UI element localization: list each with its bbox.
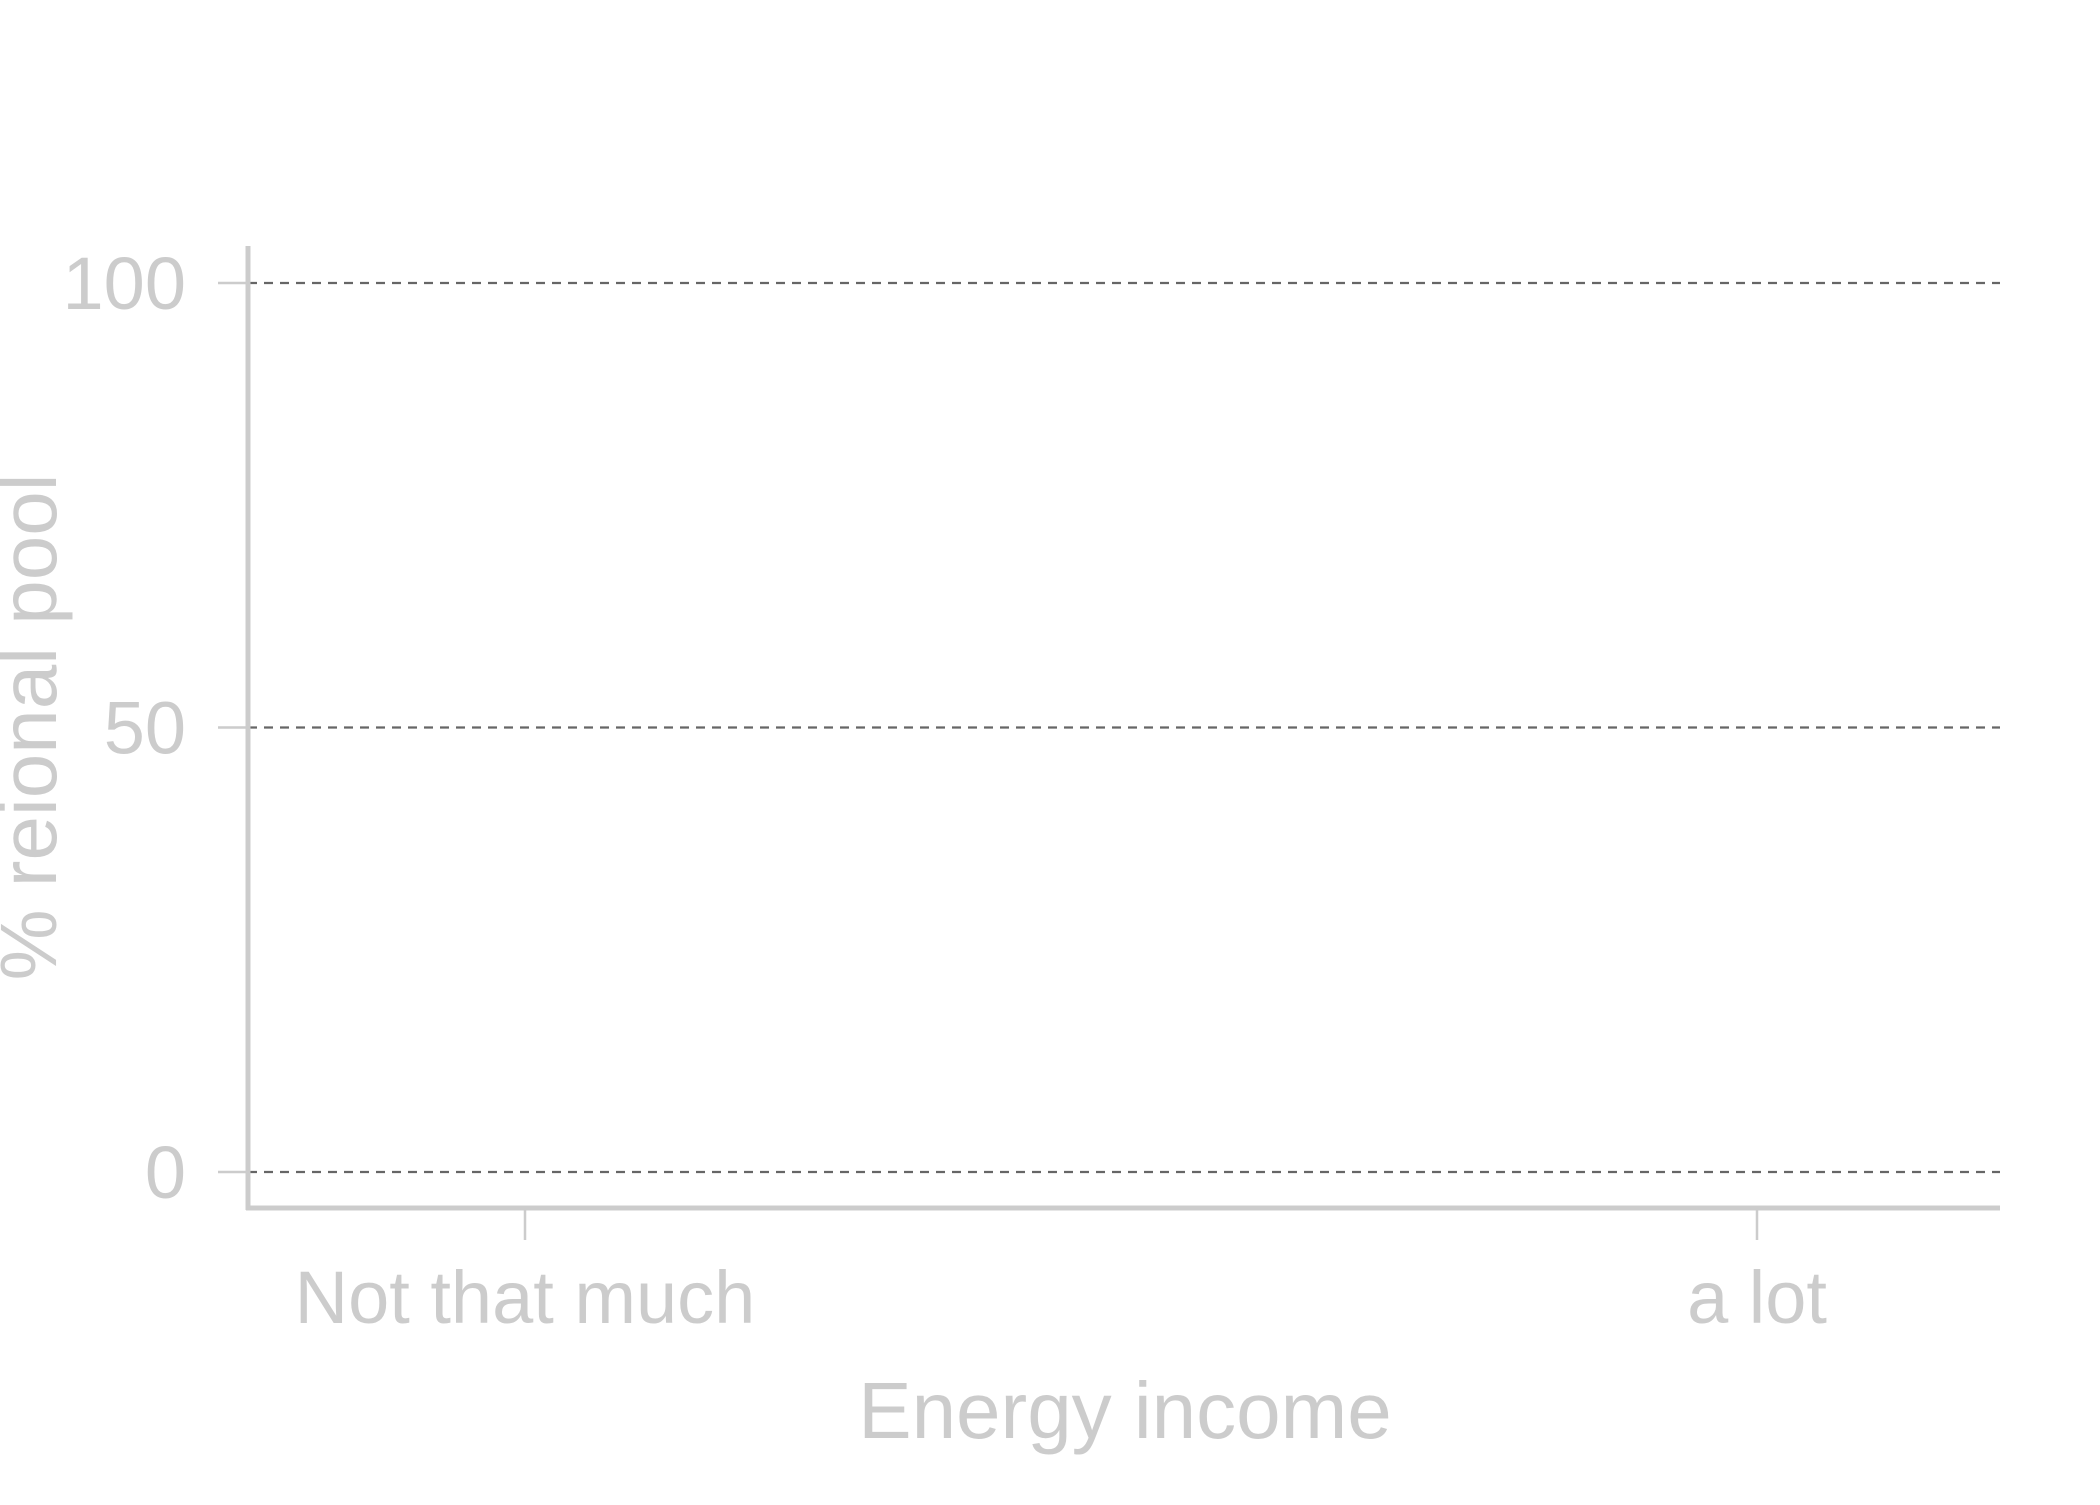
x-axis-title: Energy income <box>858 1366 1392 1455</box>
x-tick-label: Not that much <box>295 1256 756 1339</box>
y-tick-label: 0 <box>145 1131 186 1214</box>
y-axis-title: % reional pool <box>0 474 73 981</box>
x-ticks: Not that much a lot <box>295 1208 1827 1339</box>
y-tick-label: 50 <box>104 687 186 770</box>
y-ticks: 0 50 100 <box>63 242 248 1214</box>
y-tick-label: 100 <box>63 242 186 325</box>
x-tick-label: a lot <box>1687 1256 1827 1339</box>
gridlines <box>248 281 2000 1174</box>
